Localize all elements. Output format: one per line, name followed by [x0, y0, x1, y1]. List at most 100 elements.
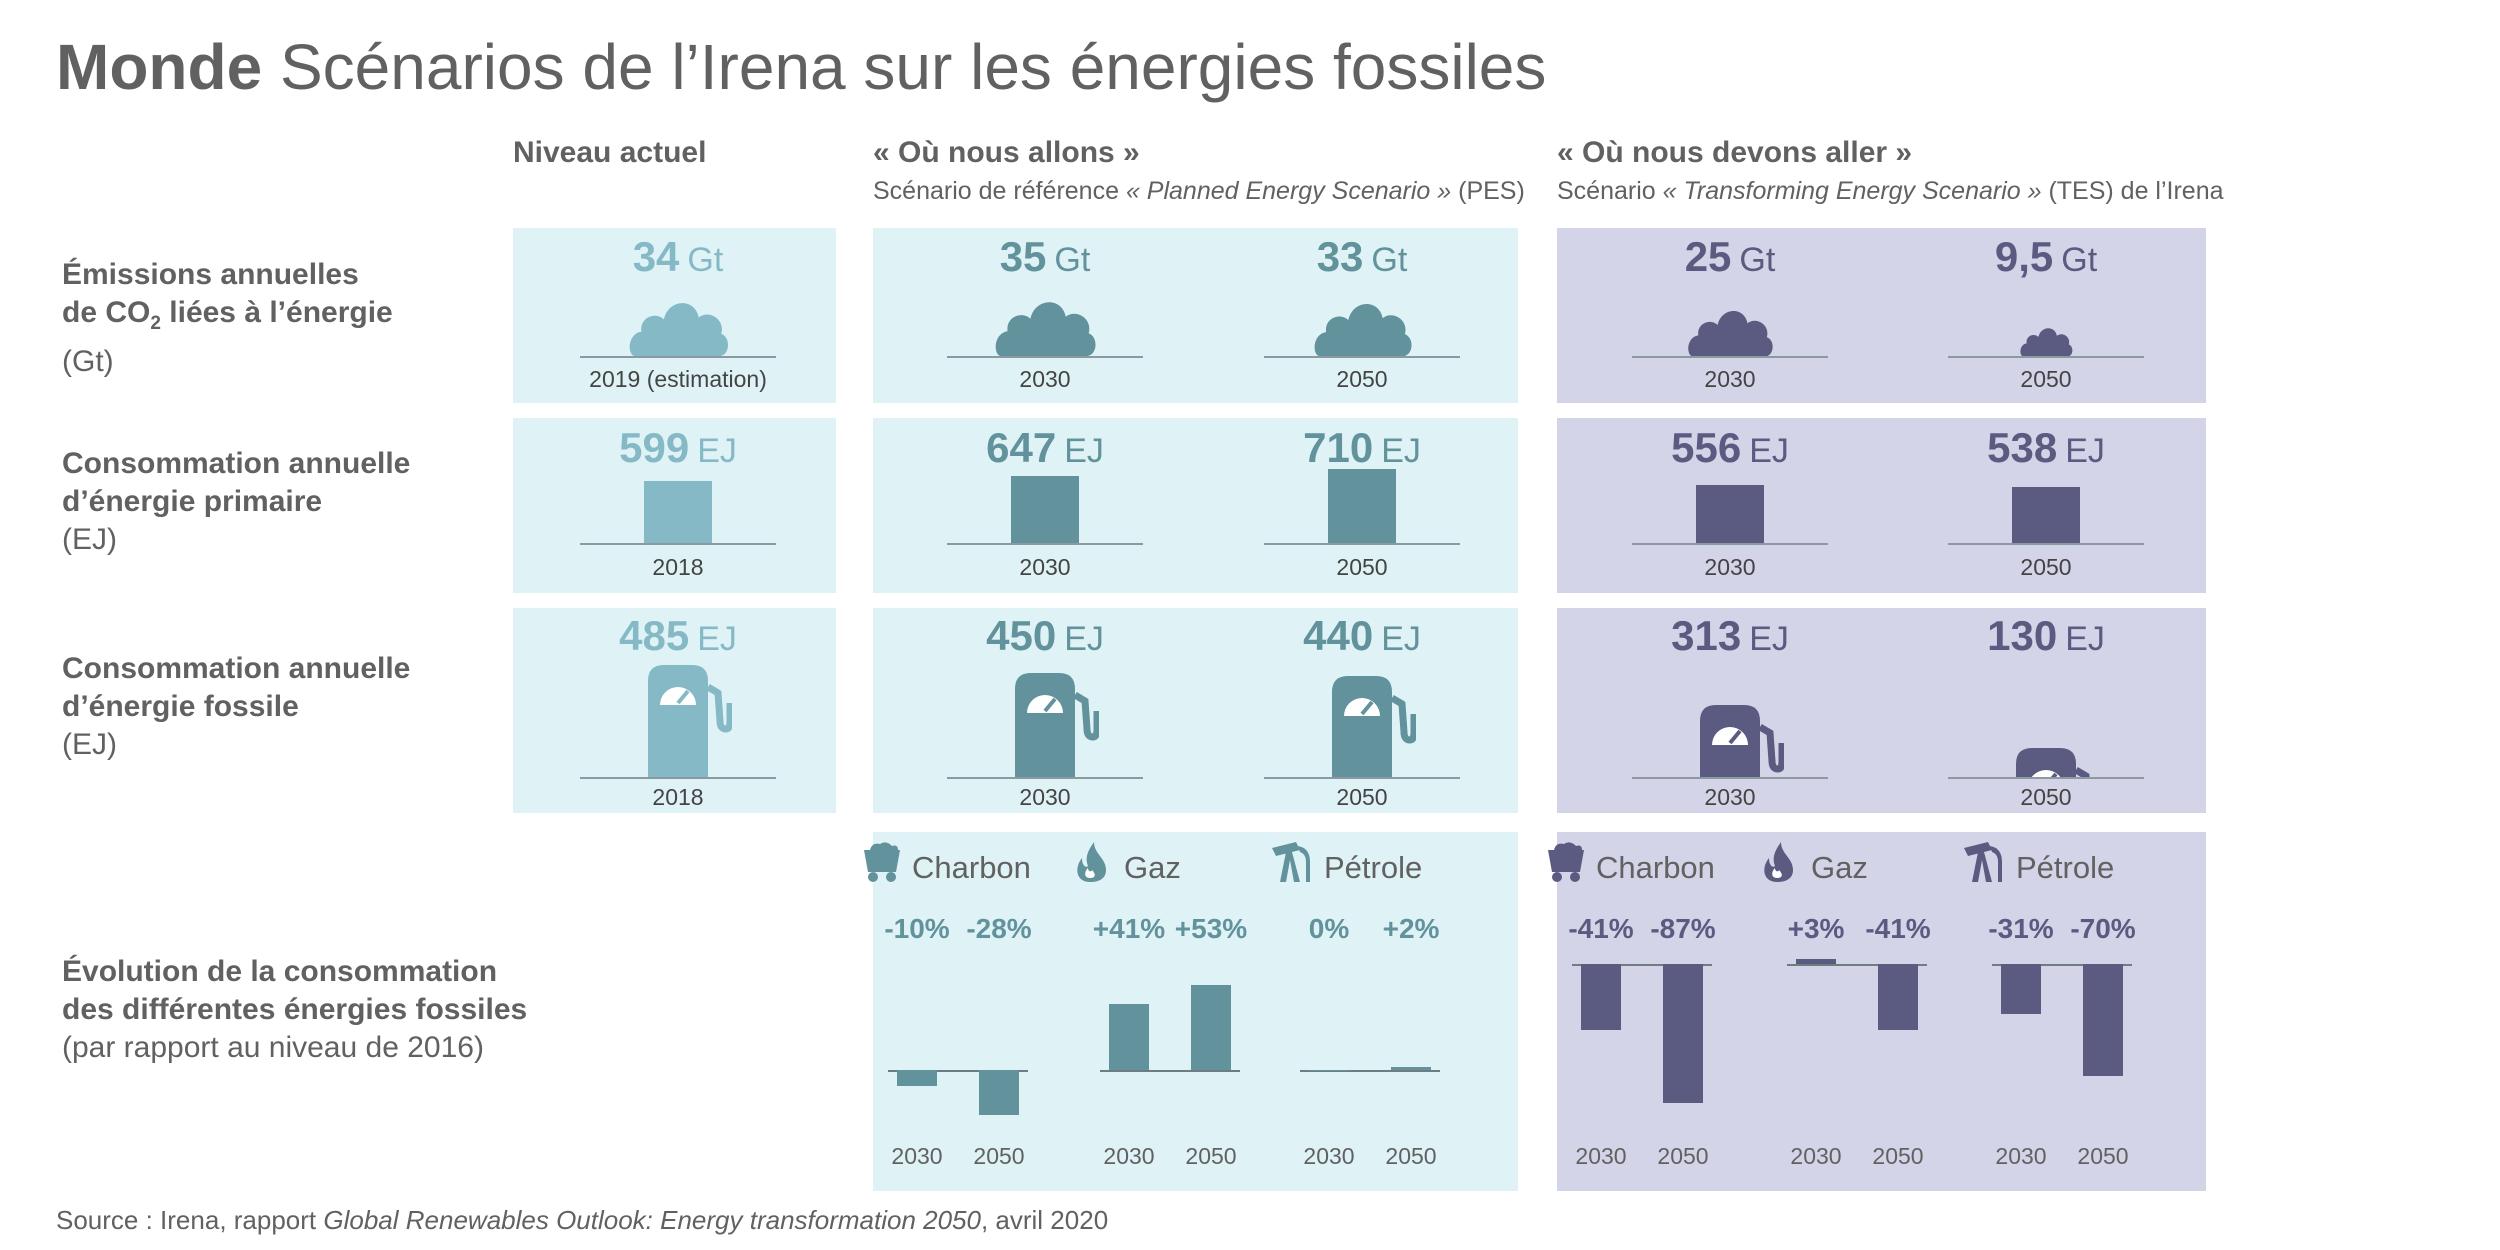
row-label-part: de CO: [62, 296, 151, 329]
value-unit: EJ: [1381, 432, 1421, 470]
value-unit: EJ: [697, 432, 737, 470]
evolution-year-label: 2050: [973, 1143, 1025, 1169]
fossil-baseline: [1948, 777, 2144, 779]
primary-baseline: [1632, 543, 1828, 545]
cloud-icon: [1688, 310, 1773, 356]
evolution-bar: [979, 1070, 1019, 1115]
value-unit: EJ: [1064, 432, 1104, 470]
evolution-bar: [1663, 964, 1703, 1104]
subheading-prefix: Scénario: [1557, 177, 1663, 205]
value-unit: EJ: [1749, 432, 1789, 470]
oil-pump-icon: [1272, 842, 1310, 882]
row-label-line: des différentes énergies fossiles: [62, 993, 528, 1026]
value-unit: EJ: [2065, 432, 2105, 470]
evolution-percent-label: -31%: [1988, 913, 2054, 944]
value-number: 538: [1987, 424, 2058, 471]
evolution-percent-label: 0%: [1308, 913, 1350, 944]
primary-year-label: 2030: [1019, 554, 1071, 580]
evolution-bar: [897, 1070, 937, 1086]
row-label-unit: (EJ): [62, 728, 117, 761]
evolution-bar: [1878, 964, 1918, 1030]
evolution-year-label: 2050: [1185, 1143, 1237, 1169]
evolution-bar: [1796, 959, 1836, 964]
evolution-year-label: 2030: [1303, 1143, 1355, 1169]
fossil-year-label: 2030: [1704, 784, 1756, 810]
row-label-fossil: Consommation annuelle d’énergie fossile …: [62, 650, 410, 764]
evolution-zero-line: [888, 1070, 1028, 1072]
panel-co2-planned: [873, 228, 1518, 403]
value-unit: EJ: [1749, 620, 1789, 658]
value-unit: EJ: [697, 620, 737, 658]
primary-baseline: [947, 543, 1143, 545]
row-label-note: (par rapport au niveau de 2016): [62, 1031, 484, 1064]
value-number: 647: [986, 424, 1057, 471]
value-number: 556: [1671, 424, 1742, 471]
primary-bar: [1328, 469, 1396, 543]
evolution-percent-label: +41%: [1092, 913, 1166, 944]
fuel-name-label: Charbon: [912, 850, 1031, 885]
primary-bar: [2012, 486, 2080, 543]
column-subheading-planned: Scénario de référence « Planned Energy S…: [873, 177, 1525, 206]
evolution-year-label: 2030: [891, 1143, 943, 1169]
value-number: 599: [619, 424, 690, 471]
evolution-year-label: 2050: [1657, 1143, 1709, 1169]
evolution-percent-label: -41%: [1865, 913, 1931, 944]
subheading-italic: « Planned Energy Scenario »: [1125, 177, 1452, 205]
column-heading-transforming: « Où nous devons aller »: [1557, 136, 1913, 169]
row-label-subscript: 2: [150, 313, 161, 334]
page-title: Monde Scénarios de l’Irena sur les énerg…: [56, 30, 1546, 104]
column-heading-current: Niveau actuel: [513, 136, 707, 169]
value-unit: Gt: [1739, 241, 1776, 279]
subheading-prefix: Scénario de référence: [873, 177, 1126, 205]
value-number: 34: [632, 233, 680, 280]
fuel-name-label: Charbon: [1596, 850, 1715, 885]
primary-bar: [644, 480, 712, 543]
evolution-percent-label: -41%: [1568, 913, 1634, 944]
fossil-baseline: [947, 777, 1143, 779]
fuel-name-label: Pétrole: [1324, 850, 1423, 885]
row-label-line: de CO2 liées à l’énergie: [62, 294, 393, 343]
fossil-value-label: 485 EJ: [619, 612, 737, 660]
co2-value-label: 33 Gt: [1317, 233, 1408, 281]
panel-primary-planned: [873, 418, 1518, 593]
panel-primary-transforming: [1557, 418, 2206, 593]
fossil-value-label: 450 EJ: [986, 612, 1104, 660]
evolution-bar: [1191, 985, 1231, 1070]
primary-value-label: 538 EJ: [1987, 424, 2105, 472]
co2-year-label: 2050: [1336, 366, 1388, 392]
row-label-primary: Consommation annuelle d’énergie primaire…: [62, 445, 410, 559]
evolution-percent-label: +53%: [1174, 913, 1248, 944]
co2-baseline: [947, 356, 1143, 358]
fuel-pump-icon: [1698, 703, 1784, 777]
fossil-baseline: [1264, 777, 1460, 779]
fuel-name-label: Gaz: [1811, 850, 1868, 885]
row-label-line: d’énergie fossile: [62, 690, 299, 723]
title-rest: Scénarios de l’Irena sur les énergies fo…: [279, 31, 1547, 103]
fossil-value-label: 440 EJ: [1303, 612, 1421, 660]
primary-baseline: [1264, 543, 1460, 545]
primary-bar: [1696, 485, 1764, 543]
evolution-bar: [2083, 964, 2123, 1076]
row-label-evolution: Évolution de la consommation des différe…: [62, 953, 527, 1067]
co2-year-label: 2019 (estimation): [589, 366, 767, 392]
value-unit: Gt: [687, 241, 724, 279]
subheading-suffix: (TES) de l’Irena: [2041, 177, 2224, 205]
source-note: Source : Irena, rapport Global Renewable…: [56, 1205, 1108, 1236]
evolution-year-label: 2030: [1790, 1143, 1842, 1169]
column-heading-planned: « Où nous allons »: [873, 136, 1140, 169]
fossil-year-label: 2050: [2020, 784, 2072, 810]
primary-year-label: 2018: [652, 554, 704, 580]
fuel-name-label: Gaz: [1124, 850, 1181, 885]
column-subheading-transforming: Scénario « Transforming Energy Scenario …: [1557, 177, 2224, 206]
flame-icon: [1764, 842, 1793, 882]
co2-baseline: [1632, 356, 1828, 358]
evolution-zero-line: [1572, 964, 1712, 966]
primary-baseline: [1948, 543, 2144, 545]
row-label-line: Émissions annuelles: [62, 258, 359, 291]
fuel-pump-icon: [2014, 746, 2100, 777]
co2-year-label: 2050: [2020, 366, 2072, 392]
primary-year-label: 2050: [1336, 554, 1388, 580]
value-number: 313: [1671, 612, 1742, 659]
source-suffix: , avril 2020: [980, 1205, 1109, 1235]
